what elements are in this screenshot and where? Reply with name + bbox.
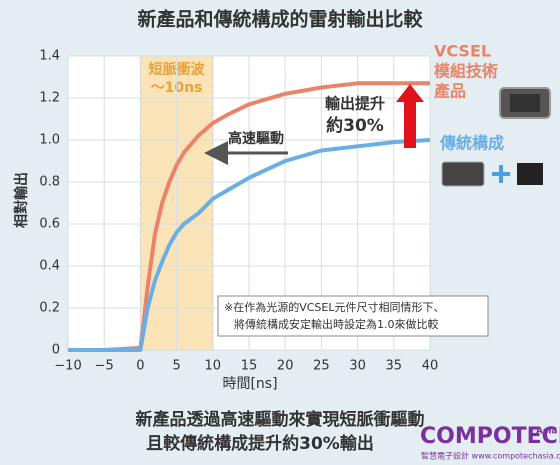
drive-label: 高速驅動 bbox=[228, 130, 284, 147]
note: ※在作為光源的VCSEL元件尺寸相同情形下、 bbox=[224, 300, 444, 314]
series-line bbox=[68, 138, 431, 352]
y-tick-label: 0.4 bbox=[39, 259, 60, 274]
plus bbox=[492, 165, 510, 183]
legend-label: 傳統構成 bbox=[439, 134, 504, 153]
footer: 新產品透過高速驅動來實現短脈衝驅動 bbox=[136, 409, 425, 430]
logo-suffix: Asia bbox=[536, 427, 557, 437]
x-tick-label: 5 bbox=[172, 359, 180, 374]
legend-label: VCSEL bbox=[434, 42, 491, 61]
logo: COMPOTECH bbox=[420, 424, 560, 449]
y-tick-label: 0 bbox=[52, 343, 60, 358]
gain-label: 約30% bbox=[326, 115, 384, 136]
x-tick-label: 35 bbox=[386, 359, 403, 374]
footer: 且較傳統構成提升約30%輸出 bbox=[146, 433, 374, 454]
conventional-product bbox=[441, 161, 485, 187]
x-tick-label: 30 bbox=[349, 359, 366, 374]
y-tick-label: 1.4 bbox=[39, 49, 60, 64]
gain-arrow bbox=[396, 84, 424, 148]
x-axis-label: 時間[ns] bbox=[222, 376, 277, 392]
chart-title: 新產品和傳統構成的雷射輸出比較 bbox=[137, 8, 423, 31]
y-tick-label: 1.0 bbox=[39, 133, 60, 148]
x-tick-label: 0 bbox=[136, 359, 144, 374]
gain-label: 輸出提升 bbox=[325, 95, 385, 113]
logo-tagline: 智慧電子設計 www.compotechasia.com bbox=[421, 451, 560, 461]
legend-label: 產品 bbox=[434, 82, 466, 101]
x-tick-label: 10 bbox=[205, 359, 222, 374]
vcsel-product bbox=[510, 94, 540, 112]
note: 將傳統構成安定輸出時設定為1.0來做比較 bbox=[234, 317, 439, 331]
y-tick-label: 1.2 bbox=[39, 91, 60, 106]
note-box bbox=[217, 295, 489, 337]
x-tick-label: 20 bbox=[277, 359, 294, 374]
x-tick-label: −10 bbox=[54, 359, 81, 374]
x-tick-label: −5 bbox=[95, 359, 114, 374]
y-tick-label: 0.8 bbox=[39, 175, 60, 190]
y-axis-label: 相對輸出 bbox=[13, 172, 30, 228]
x-tick-label: 15 bbox=[241, 359, 258, 374]
conventional-product bbox=[517, 163, 543, 185]
x-tick-label: 25 bbox=[313, 359, 330, 374]
legend-label: 模組技術 bbox=[434, 62, 498, 81]
x-tick-label: 40 bbox=[422, 359, 439, 374]
y-tick-label: 0.6 bbox=[39, 217, 60, 232]
y-tick-label: 0.2 bbox=[39, 301, 60, 316]
